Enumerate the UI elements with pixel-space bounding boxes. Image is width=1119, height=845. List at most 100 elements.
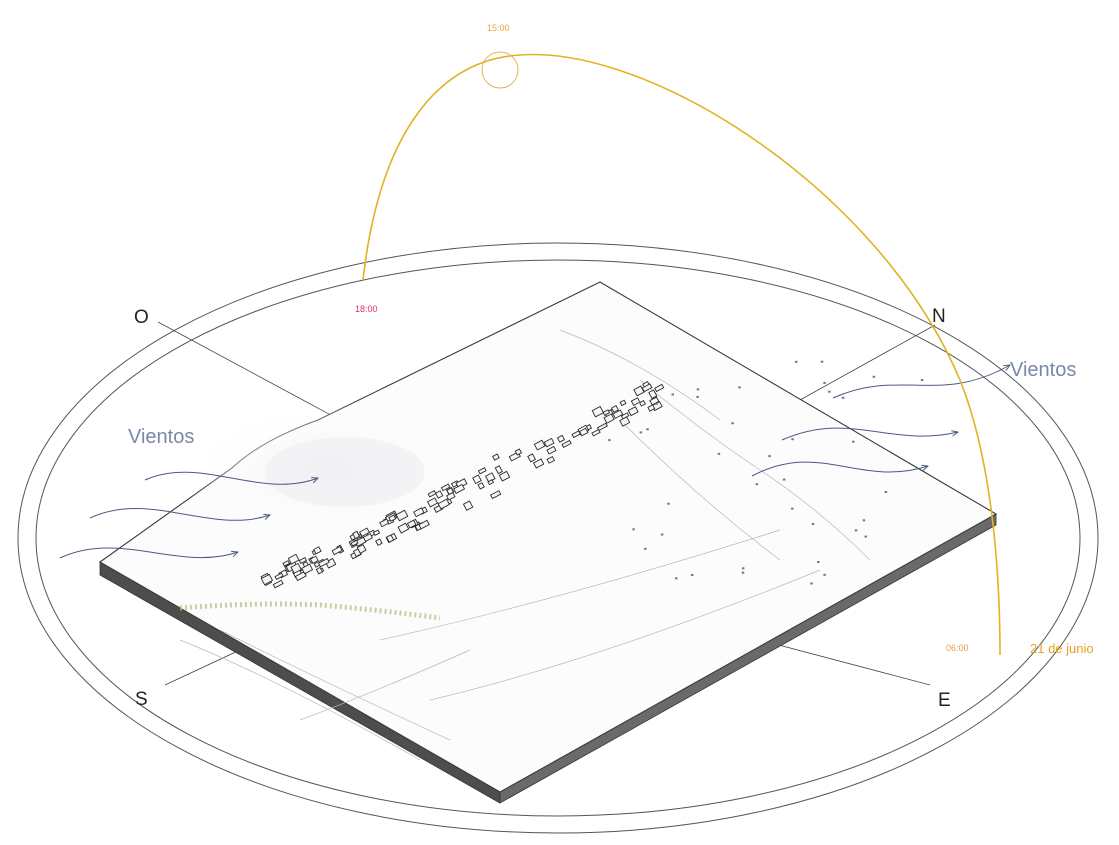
building — [350, 539, 359, 547]
building — [667, 502, 670, 505]
building — [453, 483, 466, 495]
terrain-roads — [179, 329, 871, 761]
vegetation-band — [179, 601, 441, 621]
building — [556, 434, 566, 443]
building — [462, 500, 474, 511]
building — [741, 571, 745, 574]
building — [610, 405, 619, 413]
building — [489, 490, 502, 500]
sunrise-time-label: 06:00 — [946, 643, 969, 653]
building — [647, 404, 656, 412]
building — [630, 397, 641, 406]
building — [301, 563, 314, 575]
wind-arrows-right — [751, 365, 1010, 477]
building — [854, 529, 858, 532]
building — [313, 546, 322, 555]
town-buildings — [260, 360, 924, 589]
building — [434, 490, 444, 499]
building — [388, 514, 397, 522]
building — [272, 579, 284, 589]
building — [654, 383, 665, 393]
building — [648, 389, 658, 400]
wind-arrows-left — [59, 471, 318, 559]
building — [472, 474, 482, 485]
building — [852, 440, 855, 443]
building — [561, 439, 572, 449]
building — [437, 498, 451, 510]
wind-arrow-left-2 — [89, 508, 270, 521]
sun-position-marker — [481, 51, 519, 89]
building — [492, 453, 500, 461]
building — [532, 458, 545, 469]
building — [397, 522, 410, 534]
building — [690, 574, 694, 576]
building — [445, 491, 456, 501]
building — [477, 467, 487, 475]
building — [820, 360, 824, 363]
building — [591, 405, 605, 418]
building — [828, 390, 831, 393]
wind-label-left: Vientos — [128, 426, 194, 448]
sun-path-arc — [362, 53, 1001, 656]
building — [418, 519, 430, 530]
building — [324, 557, 337, 569]
building — [717, 452, 721, 455]
hill-shading-inner — [265, 437, 425, 507]
building — [527, 453, 536, 463]
building — [795, 360, 798, 363]
building — [282, 560, 291, 567]
building — [309, 555, 319, 565]
building — [385, 534, 395, 543]
building — [596, 422, 608, 432]
building — [287, 553, 300, 565]
orbit-outer-ellipse — [17, 242, 1099, 834]
building — [546, 455, 556, 464]
building — [817, 561, 820, 563]
building — [356, 543, 367, 554]
building — [810, 582, 813, 585]
building — [632, 528, 635, 531]
building — [395, 509, 409, 522]
building — [514, 448, 523, 456]
building — [791, 507, 794, 510]
building — [543, 437, 555, 448]
building — [768, 455, 771, 458]
building — [638, 401, 642, 404]
building — [872, 375, 876, 378]
building — [660, 533, 664, 536]
axis-line-north — [799, 324, 936, 401]
building — [627, 406, 639, 417]
building — [487, 479, 495, 486]
building — [578, 427, 589, 437]
terrain-top-surface — [98, 281, 998, 793]
building — [864, 535, 867, 538]
wind-arrow-right-2 — [781, 427, 958, 441]
wind-arrow-left-3 — [59, 547, 238, 559]
building — [862, 519, 866, 522]
cardinal-south-label: S — [135, 689, 148, 710]
building — [823, 381, 826, 384]
building — [494, 465, 503, 475]
building — [440, 483, 451, 492]
building — [331, 545, 343, 556]
building — [608, 439, 611, 442]
wind-arrow-right-1 — [832, 365, 1010, 399]
building — [290, 562, 302, 574]
building — [811, 523, 815, 525]
cardinal-north-label: N — [932, 306, 946, 327]
building — [352, 530, 361, 540]
date-label: 21 de junio — [1030, 641, 1094, 656]
building — [646, 428, 649, 431]
wind-label-right: Vientos — [1010, 359, 1076, 381]
building — [546, 445, 557, 455]
building — [372, 529, 381, 537]
building — [741, 567, 745, 570]
wind-arrow-right-3 — [751, 461, 928, 477]
wind-arrow-left-1 — [144, 471, 318, 485]
axis-line-east — [759, 639, 931, 686]
building — [603, 413, 615, 424]
building — [619, 399, 627, 407]
building — [274, 572, 284, 580]
sunset-time-label: 18:00 — [355, 304, 378, 314]
